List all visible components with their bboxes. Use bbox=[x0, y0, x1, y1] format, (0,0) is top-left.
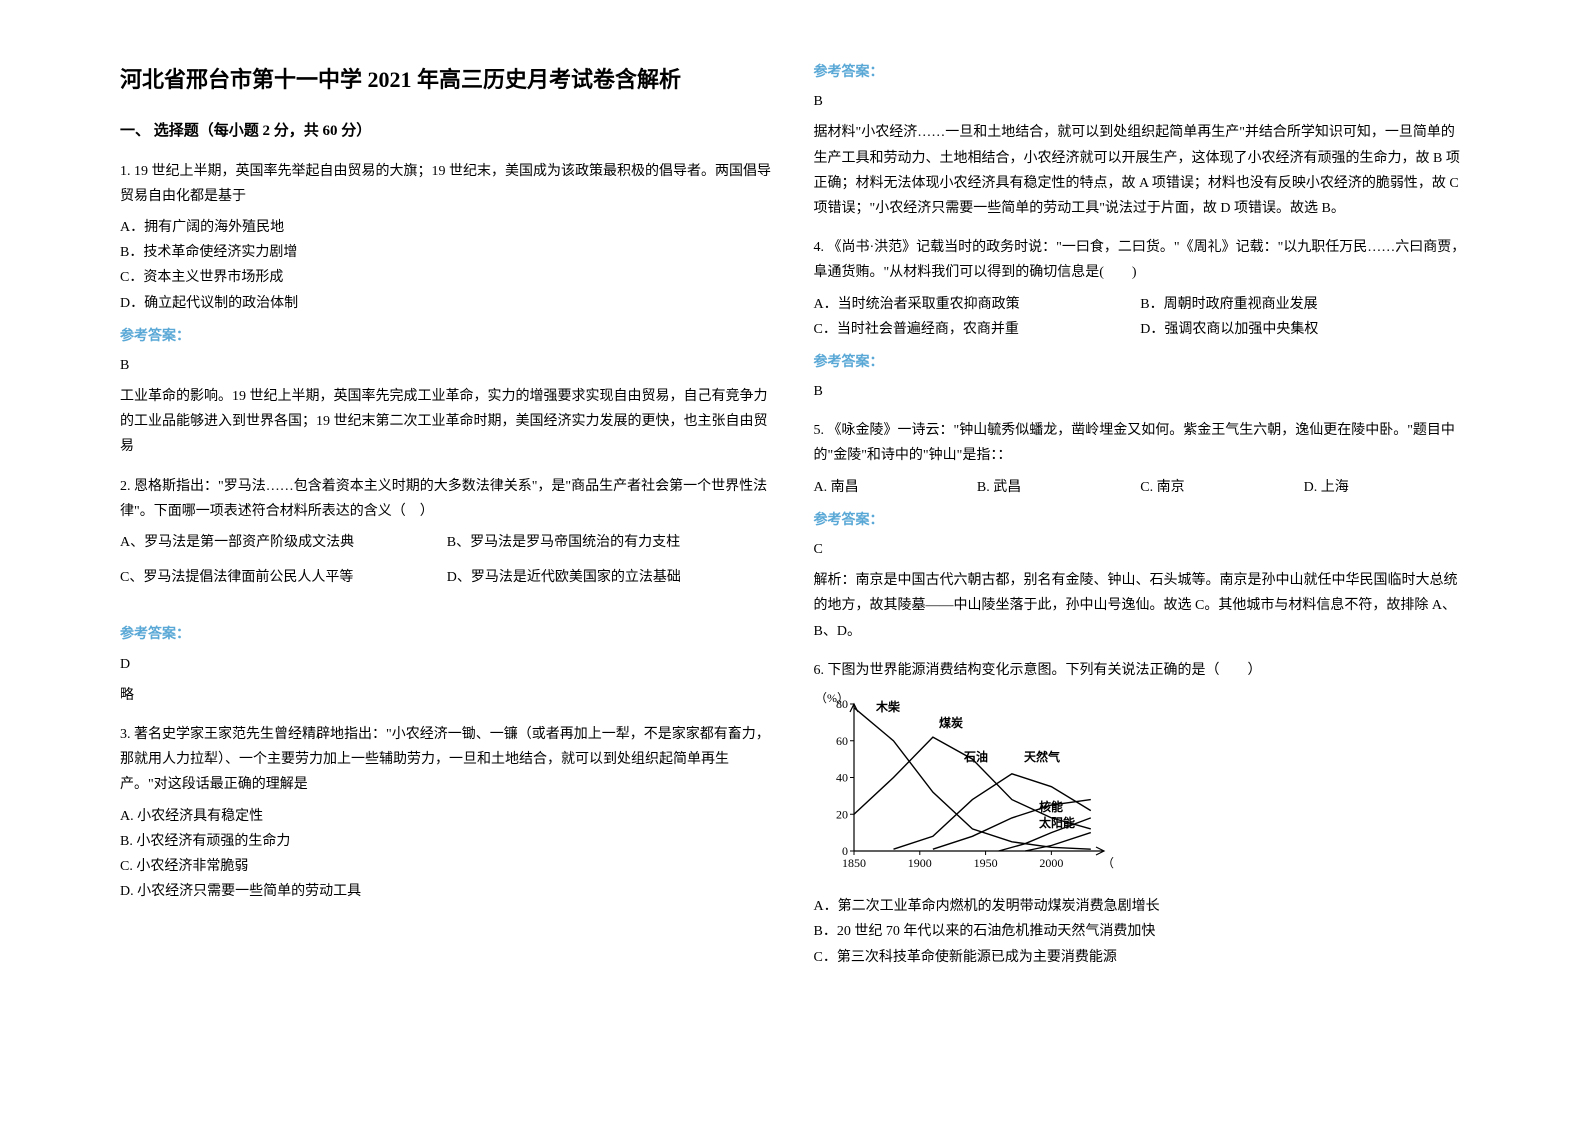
svg-text:20: 20 bbox=[836, 807, 848, 821]
q5-stem: 5. 《咏金陵》一诗云："钟山毓秀似蟠龙，凿岭埋金又如何。紫金王气生六朝，逸仙更… bbox=[814, 418, 1468, 468]
q1-analysis: 工业革命的影响。19 世纪上半期，英国率先完成工业革命，实力的增强要求实现自由贸… bbox=[120, 384, 774, 460]
svg-text:1850: 1850 bbox=[842, 856, 866, 870]
page-title: 河北省邢台市第十一中学 2021 年高三历史月考试卷含解析 bbox=[120, 60, 774, 100]
question-5: 5. 《咏金陵》一诗云："钟山毓秀似蟠龙，凿岭埋金又如何。紫金王气生六朝，逸仙更… bbox=[814, 418, 1468, 644]
q3-options: A. 小农经济具有稳定性 B. 小农经济有顽强的生命力 C. 小农经济非常脆弱 … bbox=[120, 804, 774, 905]
energy-chart: （%）0204060801850190019502000（年）木柴煤炭石油天然气… bbox=[814, 689, 1468, 888]
svg-text:60: 60 bbox=[836, 734, 848, 748]
question-2: 2. 恩格斯指出："罗马法……包含着资本主义时期的大多数法律关系"，是"商品生产… bbox=[120, 474, 774, 708]
q5-analysis: 解析：南京是中国古代六朝古都，别名有金陵、钟山、石头城等。南京是孙中山就任中华民… bbox=[814, 568, 1468, 644]
q4-options: A．当时统治者采取重农抑商政策 B．周朝时政府重视商业发展 C．当时社会普遍经商… bbox=[814, 292, 1468, 342]
svg-text:（年）: （年） bbox=[1102, 856, 1114, 870]
q2-opt-a: A、罗马法是第一部资产阶级成文法典 bbox=[120, 530, 447, 555]
q3-answer-label: 参考答案： bbox=[814, 60, 1468, 85]
q3-opt-a: A. 小农经济具有稳定性 bbox=[120, 804, 774, 829]
right-column: 参考答案： B 据材料"小农经济……一旦和土地结合，就可以到处组织起简单再生产"… bbox=[794, 60, 1488, 1082]
q3-opt-b: B. 小农经济有顽强的生命力 bbox=[120, 829, 774, 854]
q2-options: A、罗马法是第一部资产阶级成文法典 B、罗马法是罗马帝国统治的有力支柱 C、罗马… bbox=[120, 530, 774, 590]
q3-analysis: 据材料"小农经济……一旦和土地结合，就可以到处组织起简单再生产"并结合所学知识可… bbox=[814, 120, 1468, 221]
q2-opt-d: D、罗马法是近代欧美国家的立法基础 bbox=[447, 565, 774, 590]
q5-opt-d: D. 上海 bbox=[1304, 475, 1467, 500]
q3-opt-c: C. 小农经济非常脆弱 bbox=[120, 854, 774, 879]
q5-answer: C bbox=[814, 537, 1468, 562]
q5-options: A. 南昌 B. 武昌 C. 南京 D. 上海 bbox=[814, 475, 1468, 500]
q2-opt-c: C、罗马法提倡法律面前公民人人平等 bbox=[120, 565, 447, 590]
svg-text:2000: 2000 bbox=[1039, 856, 1063, 870]
q4-opt-b: B．周朝时政府重视商业发展 bbox=[1140, 292, 1467, 317]
q2-analysis: 略 bbox=[120, 683, 774, 708]
q4-answer: B bbox=[814, 379, 1468, 404]
q6-opt-b: B．20 世纪 70 年代以来的石油危机推动天然气消费加快 bbox=[814, 919, 1468, 944]
q1-stem: 1. 19 世纪上半期，英国率先举起自由贸易的大旗；19 世纪末，美国成为该政策… bbox=[120, 159, 774, 209]
svg-text:石油: 石油 bbox=[963, 749, 988, 764]
q5-opt-b: B. 武昌 bbox=[977, 475, 1140, 500]
svg-text:核能: 核能 bbox=[1039, 799, 1063, 814]
q4-opt-a: A．当时统治者采取重农抑商政策 bbox=[814, 292, 1141, 317]
q4-opt-d: D．强调农商以加强中央集权 bbox=[1140, 317, 1467, 342]
q4-stem: 4. 《尚书·洪范》记载当时的政务时说："一曰食，二曰货。"《周礼》记载："以九… bbox=[814, 235, 1468, 285]
svg-text:80: 80 bbox=[836, 697, 848, 711]
q1-options: A．拥有广阔的海外殖民地 B．技术革命使经济实力剧增 C．资本主义世界市场形成 … bbox=[120, 215, 774, 316]
svg-text:1900: 1900 bbox=[907, 856, 931, 870]
q3-stem: 3. 著名史学家王家范先生曾经精辟地指出："小农经济一锄、一镰（或者再加上一犁，… bbox=[120, 722, 774, 798]
svg-text:木柴: 木柴 bbox=[875, 699, 901, 714]
section-heading: 一、 选择题（每小题 2 分，共 60 分） bbox=[120, 118, 774, 145]
q6-stem: 6. 下图为世界能源消费结构变化示意图。下列有关说法正确的是（ ） bbox=[814, 658, 1468, 683]
question-3: 3. 著名史学家王家范先生曾经精辟地指出："小农经济一锄、一镰（或者再加上一犁，… bbox=[120, 722, 774, 904]
q2-answer: D bbox=[120, 652, 774, 677]
energy-chart-svg: （%）0204060801850190019502000（年）木柴煤炭石油天然气… bbox=[814, 689, 1114, 879]
question-6: 6. 下图为世界能源消费结构变化示意图。下列有关说法正确的是（ ） （%）020… bbox=[814, 658, 1468, 970]
q1-opt-b: B．技术革命使经济实力剧增 bbox=[120, 240, 774, 265]
q2-answer-label: 参考答案： bbox=[120, 622, 774, 647]
q6-options: A．第二次工业革命内燃机的发明带动煤炭消费急剧增长 B．20 世纪 70 年代以… bbox=[814, 894, 1468, 970]
q3-answer: B bbox=[814, 89, 1468, 114]
question-3-answer: 参考答案： B 据材料"小农经济……一旦和土地结合，就可以到处组织起简单再生产"… bbox=[814, 60, 1468, 221]
q1-opt-a: A．拥有广阔的海外殖民地 bbox=[120, 215, 774, 240]
q6-opt-a: A．第二次工业革命内燃机的发明带动煤炭消费急剧增长 bbox=[814, 894, 1468, 919]
svg-text:天然气: 天然气 bbox=[1024, 749, 1060, 764]
question-4: 4. 《尚书·洪范》记载当时的政务时说："一曰食，二曰货。"《周礼》记载："以九… bbox=[814, 235, 1468, 404]
q1-answer-label: 参考答案： bbox=[120, 324, 774, 349]
q2-stem: 2. 恩格斯指出："罗马法……包含着资本主义时期的大多数法律关系"，是"商品生产… bbox=[120, 474, 774, 524]
q5-opt-a: A. 南昌 bbox=[814, 475, 977, 500]
q3-opt-d: D. 小农经济只需要一些简单的劳动工具 bbox=[120, 879, 774, 904]
q4-answer-label: 参考答案： bbox=[814, 350, 1468, 375]
q1-opt-c: C．资本主义世界市场形成 bbox=[120, 265, 774, 290]
question-1: 1. 19 世纪上半期，英国率先举起自由贸易的大旗；19 世纪末，美国成为该政策… bbox=[120, 159, 774, 460]
svg-text:煤炭: 煤炭 bbox=[939, 715, 963, 730]
q5-answer-label: 参考答案： bbox=[814, 508, 1468, 533]
q2-opt-b: B、罗马法是罗马帝国统治的有力支柱 bbox=[447, 530, 774, 555]
q6-opt-c: C．第三次科技革命使新能源已成为主要消费能源 bbox=[814, 945, 1468, 970]
left-column: 河北省邢台市第十一中学 2021 年高三历史月考试卷含解析 一、 选择题（每小题… bbox=[100, 60, 794, 1082]
svg-text:40: 40 bbox=[836, 770, 848, 784]
q1-answer: B bbox=[120, 353, 774, 378]
svg-text:太阳能: 太阳能 bbox=[1039, 815, 1075, 830]
q1-opt-d: D．确立起代议制的政治体制 bbox=[120, 291, 774, 316]
q5-opt-c: C. 南京 bbox=[1140, 475, 1303, 500]
svg-text:1950: 1950 bbox=[973, 856, 997, 870]
q4-opt-c: C．当时社会普遍经商，农商并重 bbox=[814, 317, 1141, 342]
